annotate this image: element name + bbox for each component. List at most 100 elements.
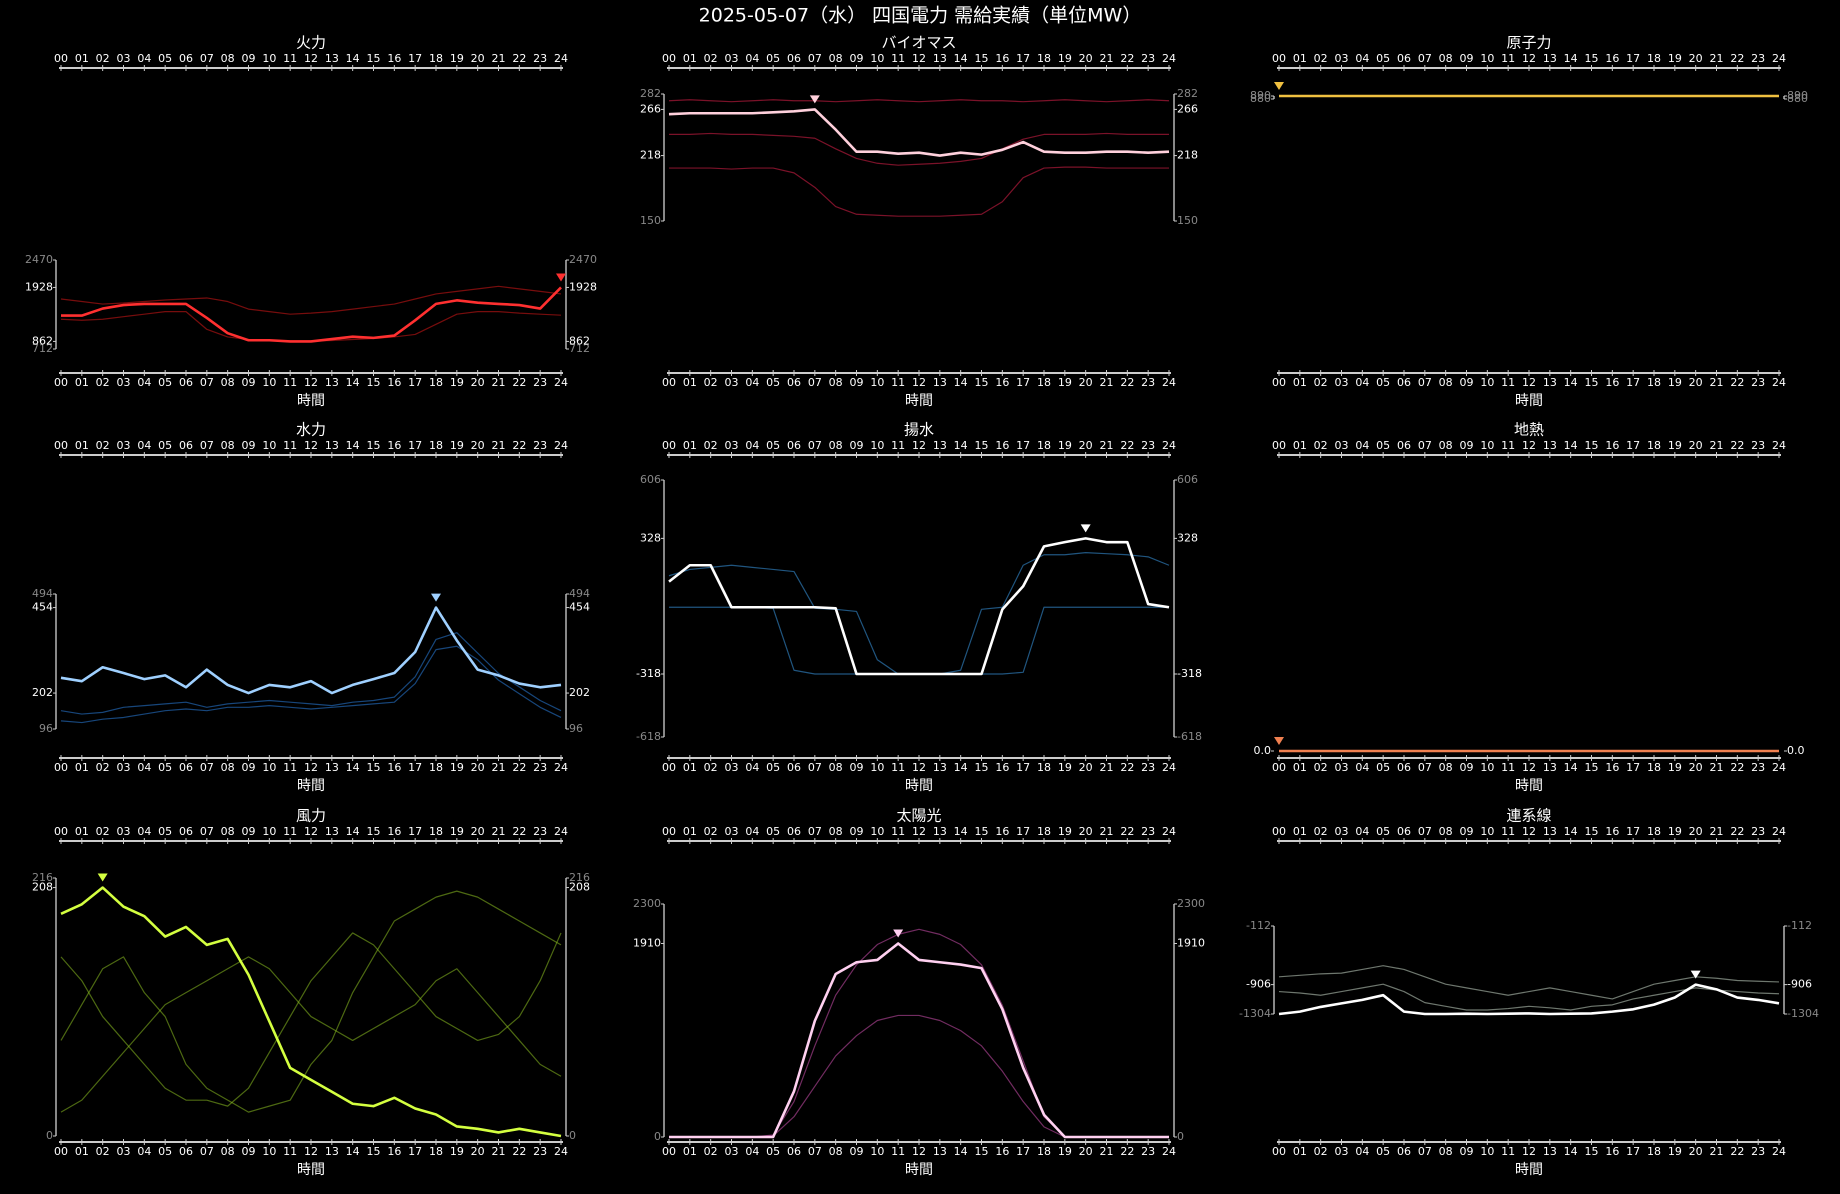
x-tick-label-top: 13 <box>933 825 947 838</box>
x-tick-label-top: 11 <box>1501 439 1515 452</box>
x-tick-label: 14 <box>346 1145 360 1158</box>
x-tick-label-top: 20 <box>1079 825 1093 838</box>
x-tick-label: 08 <box>829 761 843 774</box>
x-tick-label-top: 07 <box>1418 825 1432 838</box>
x-tick-label-top: 21 <box>1710 52 1724 65</box>
x-tick-label-top: 22 <box>512 52 526 65</box>
x-tick-label-top: 21 <box>492 825 506 838</box>
x-tick-label: 18 <box>1647 376 1661 389</box>
x-tick-label: 09 <box>1460 376 1474 389</box>
x-tick-label: 24 <box>1772 1145 1786 1158</box>
x-tick-label-top: 20 <box>1689 439 1703 452</box>
x-tick-label: 15 <box>1585 1145 1599 1158</box>
x-tick-label-top: 16 <box>1605 439 1619 452</box>
x-tick-label: 11 <box>1501 376 1515 389</box>
x-tick-label-top: 13 <box>1543 825 1557 838</box>
x-tick-label-top: 04 <box>745 52 759 65</box>
y-tick-label-right: 0 <box>569 1129 576 1142</box>
x-tick-label-top: 23 <box>1751 825 1765 838</box>
x-tick-label-top: 08 <box>221 439 235 452</box>
x-tick-label-top: 00 <box>662 52 676 65</box>
y-tick-label: 150 <box>640 214 661 227</box>
x-tick-label-top: 19 <box>1668 52 1682 65</box>
history-line <box>669 132 1169 166</box>
history-line <box>60 285 562 315</box>
x-tick-label-top: 01 <box>683 439 697 452</box>
x-tick-label: 14 <box>954 761 968 774</box>
y-tick-label-right: -906 <box>1787 978 1812 991</box>
x-tick-label-top: 10 <box>1480 825 1494 838</box>
x-tick-label-top: 02 <box>1314 825 1328 838</box>
x-tick-label: 12 <box>912 761 926 774</box>
x-tick-label: 22 <box>1730 376 1744 389</box>
x-tick-label: 14 <box>954 376 968 389</box>
x-tick-label: 10 <box>870 1145 884 1158</box>
x-tick-label-top: 13 <box>1543 439 1557 452</box>
highlight-line <box>60 886 562 1138</box>
x-tick-label: 22 <box>512 1145 526 1158</box>
x-tick-label-top: 04 <box>1355 439 1369 452</box>
history-line <box>60 632 562 715</box>
x-tick-label-top: 24 <box>1772 52 1786 65</box>
x-tick-label: 05 <box>158 376 172 389</box>
x-tick-label: 02 <box>704 761 718 774</box>
x-tick-label: 03 <box>1335 761 1349 774</box>
x-tick-label: 09 <box>1460 761 1474 774</box>
x-tick-label-top: 00 <box>1272 439 1286 452</box>
x-tick-label: 08 <box>1439 376 1453 389</box>
y-tick-label-right: 890 <box>1787 89 1808 102</box>
y-tick-label: 328 <box>640 531 661 544</box>
x-tick-label: 08 <box>1439 761 1453 774</box>
x-tick-label: 21 <box>1710 1145 1724 1158</box>
x-tick-label: 03 <box>117 761 131 774</box>
x-tick-label: 10 <box>262 761 276 774</box>
x-tick-label-top: 23 <box>1751 52 1765 65</box>
x-tick-label: 22 <box>1120 376 1134 389</box>
x-tick-label-top: 09 <box>1460 52 1474 65</box>
highlight-line <box>668 108 1170 157</box>
x-axis-label: 時間 <box>297 393 325 409</box>
x-tick-label-top: 16 <box>995 52 1009 65</box>
x-tick-label-top: 10 <box>870 825 884 838</box>
x-tick-label-top: 05 <box>1376 825 1390 838</box>
x-tick-label: 00 <box>1272 376 1286 389</box>
x-tick-label: 07 <box>808 376 822 389</box>
x-tick-label-top: 09 <box>242 825 256 838</box>
y-tick-label: -618 <box>636 730 661 743</box>
x-tick-label: 16 <box>1605 1145 1619 1158</box>
x-tick-label: 20 <box>471 376 485 389</box>
x-tick-label: 22 <box>512 761 526 774</box>
x-tick-label: 17 <box>1626 761 1640 774</box>
x-tick-label: 22 <box>1120 761 1134 774</box>
x-tick-label-top: 12 <box>1522 52 1536 65</box>
x-tick-label: 19 <box>1058 761 1072 774</box>
x-tick-label: 20 <box>1079 1145 1093 1158</box>
y-tick-label: 96 <box>39 722 53 735</box>
x-tick-label: 05 <box>766 376 780 389</box>
history-line <box>669 166 1169 217</box>
x-tick-label: 21 <box>1710 761 1724 774</box>
x-tick-label: 00 <box>662 376 676 389</box>
x-tick-label-top: 23 <box>1751 439 1765 452</box>
x-tick-label: 09 <box>1460 1145 1474 1158</box>
y-tick-label-right: 0.0 <box>1787 744 1805 757</box>
x-tick-label-top: 09 <box>242 439 256 452</box>
x-tick-label: 14 <box>1564 761 1578 774</box>
x-tick-label-top: 06 <box>787 439 801 452</box>
y-tick-label-right: -112 <box>1787 919 1812 932</box>
x-tick-label: 24 <box>554 376 568 389</box>
x-tick-label: 12 <box>304 761 318 774</box>
x-tick-label: 10 <box>1480 376 1494 389</box>
x-tick-label-top: 19 <box>1058 825 1072 838</box>
x-tick-label: 20 <box>1689 761 1703 774</box>
x-tick-label-top: 04 <box>137 825 151 838</box>
y-tick-label: 2470 <box>25 253 53 266</box>
x-tick-label: 10 <box>870 376 884 389</box>
x-tick-label: 13 <box>933 376 947 389</box>
x-tick-label: 17 <box>1626 376 1640 389</box>
y-tick-label-right: 208 <box>569 881 590 894</box>
x-tick-label-top: 01 <box>75 439 89 452</box>
max-marker <box>431 593 441 602</box>
x-tick-label-top: 02 <box>96 52 110 65</box>
x-tick-label: 04 <box>745 1145 759 1158</box>
